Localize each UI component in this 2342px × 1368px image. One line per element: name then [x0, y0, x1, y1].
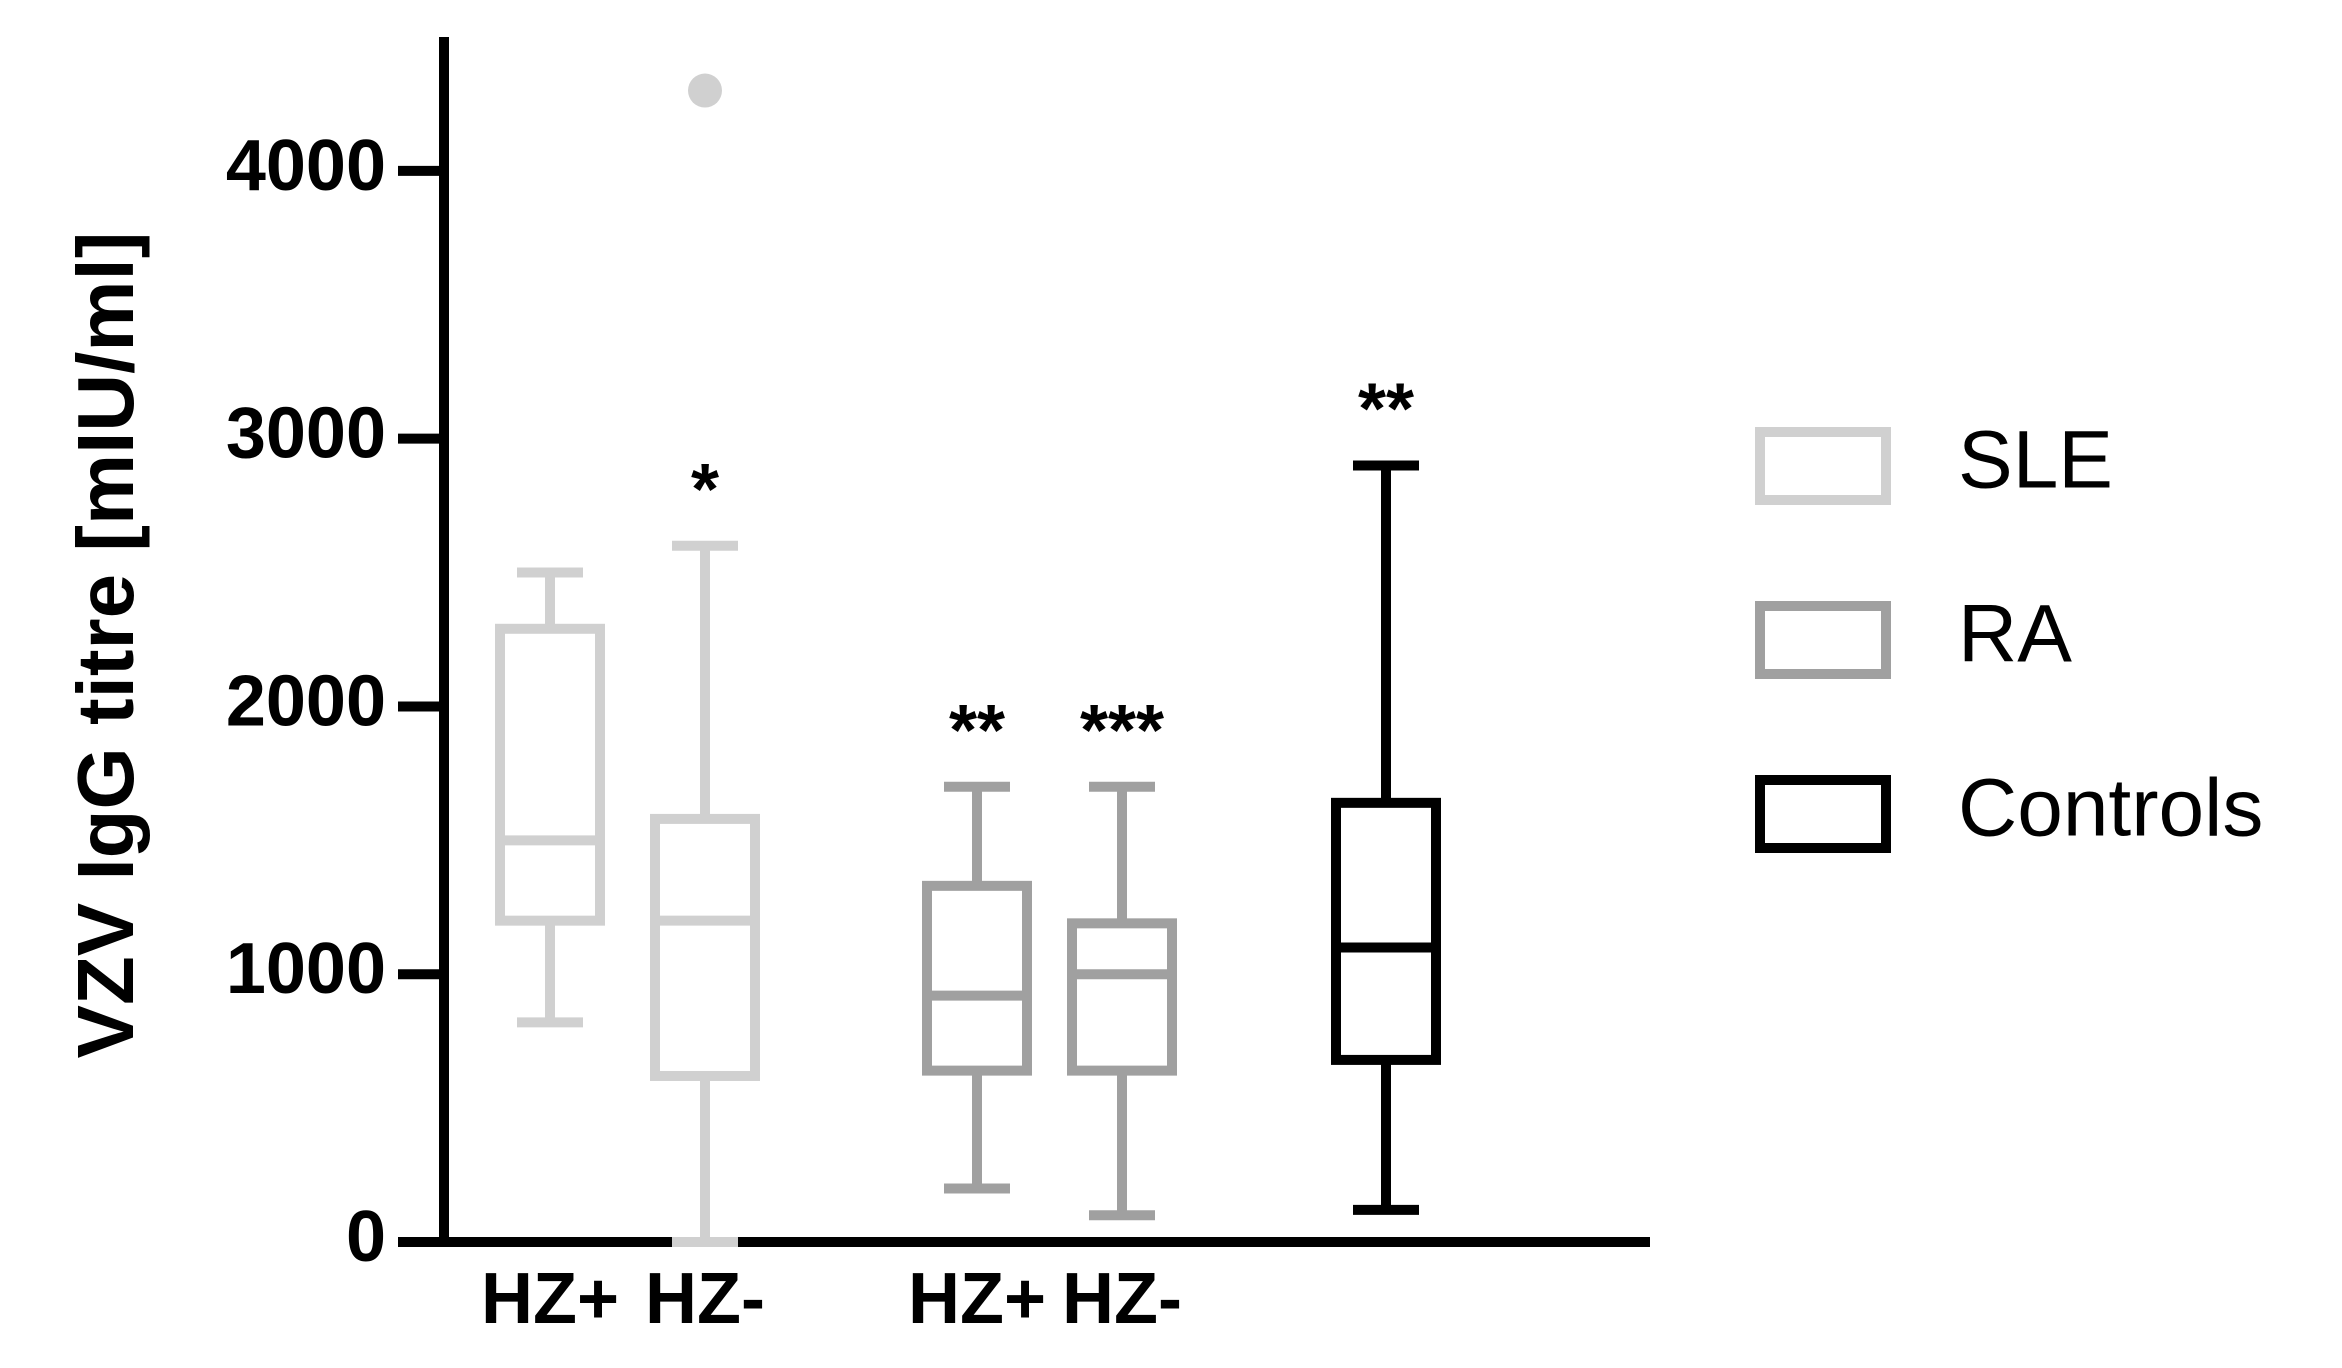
legend-label: RA: [1958, 589, 2072, 680]
legend-swatch: [1755, 775, 1891, 853]
significance: ***: [1080, 691, 1164, 771]
x-tick-label: HZ+: [908, 1259, 1046, 1339]
legend-label: Controls: [1958, 763, 2263, 854]
y-tick-label: 0: [346, 1197, 386, 1277]
x-tick-label: HZ+: [481, 1259, 619, 1339]
y-tick-label: 1000: [226, 929, 386, 1009]
x-tick-label: HZ-: [645, 1259, 765, 1339]
significance: **: [949, 691, 1005, 771]
outlier: [688, 73, 722, 108]
y-tick-label: 4000: [226, 126, 386, 206]
y-axis-title: VZV IgG titre [mIU/ml]: [61, 232, 150, 1059]
significance: **: [1358, 369, 1414, 449]
x-tick-label: HZ-: [1062, 1259, 1182, 1339]
box: [922, 880, 1032, 1076]
box: [495, 623, 605, 926]
significance: *: [691, 450, 719, 530]
box: [650, 813, 760, 1081]
legend-swatch: [1755, 601, 1891, 679]
y-tick-label: 2000: [226, 661, 386, 741]
legend-swatch: [1755, 427, 1891, 505]
box: [1331, 797, 1441, 1065]
box: [1067, 918, 1177, 1076]
y-tick-label: 3000: [226, 394, 386, 474]
legend-label: SLE: [1958, 415, 2113, 506]
